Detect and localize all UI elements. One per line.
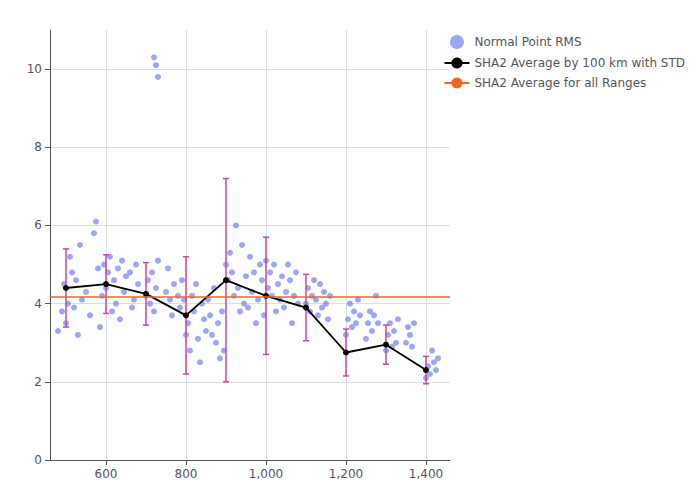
svg-text:8: 8	[34, 140, 42, 154]
svg-text:Normal Point RMS: Normal Point RMS	[474, 35, 581, 49]
svg-text:800: 800	[175, 467, 198, 481]
svg-text:1,000: 1,000	[249, 467, 283, 481]
svg-text:SHA2 Average by 100 km with ST: SHA2 Average by 100 km with STD	[474, 56, 685, 70]
svg-text:6: 6	[34, 218, 42, 232]
svg-text:4: 4	[34, 297, 42, 311]
svg-text:1,200: 1,200	[329, 467, 363, 481]
svg-text:10: 10	[27, 62, 42, 76]
svg-text:2: 2	[34, 375, 42, 389]
svg-text:SHA2 Average for all Ranges: SHA2 Average for all Ranges	[474, 76, 646, 90]
svg-text:600: 600	[95, 467, 118, 481]
svg-text:0: 0	[34, 453, 42, 467]
svg-text:1,400: 1,400	[409, 467, 443, 481]
